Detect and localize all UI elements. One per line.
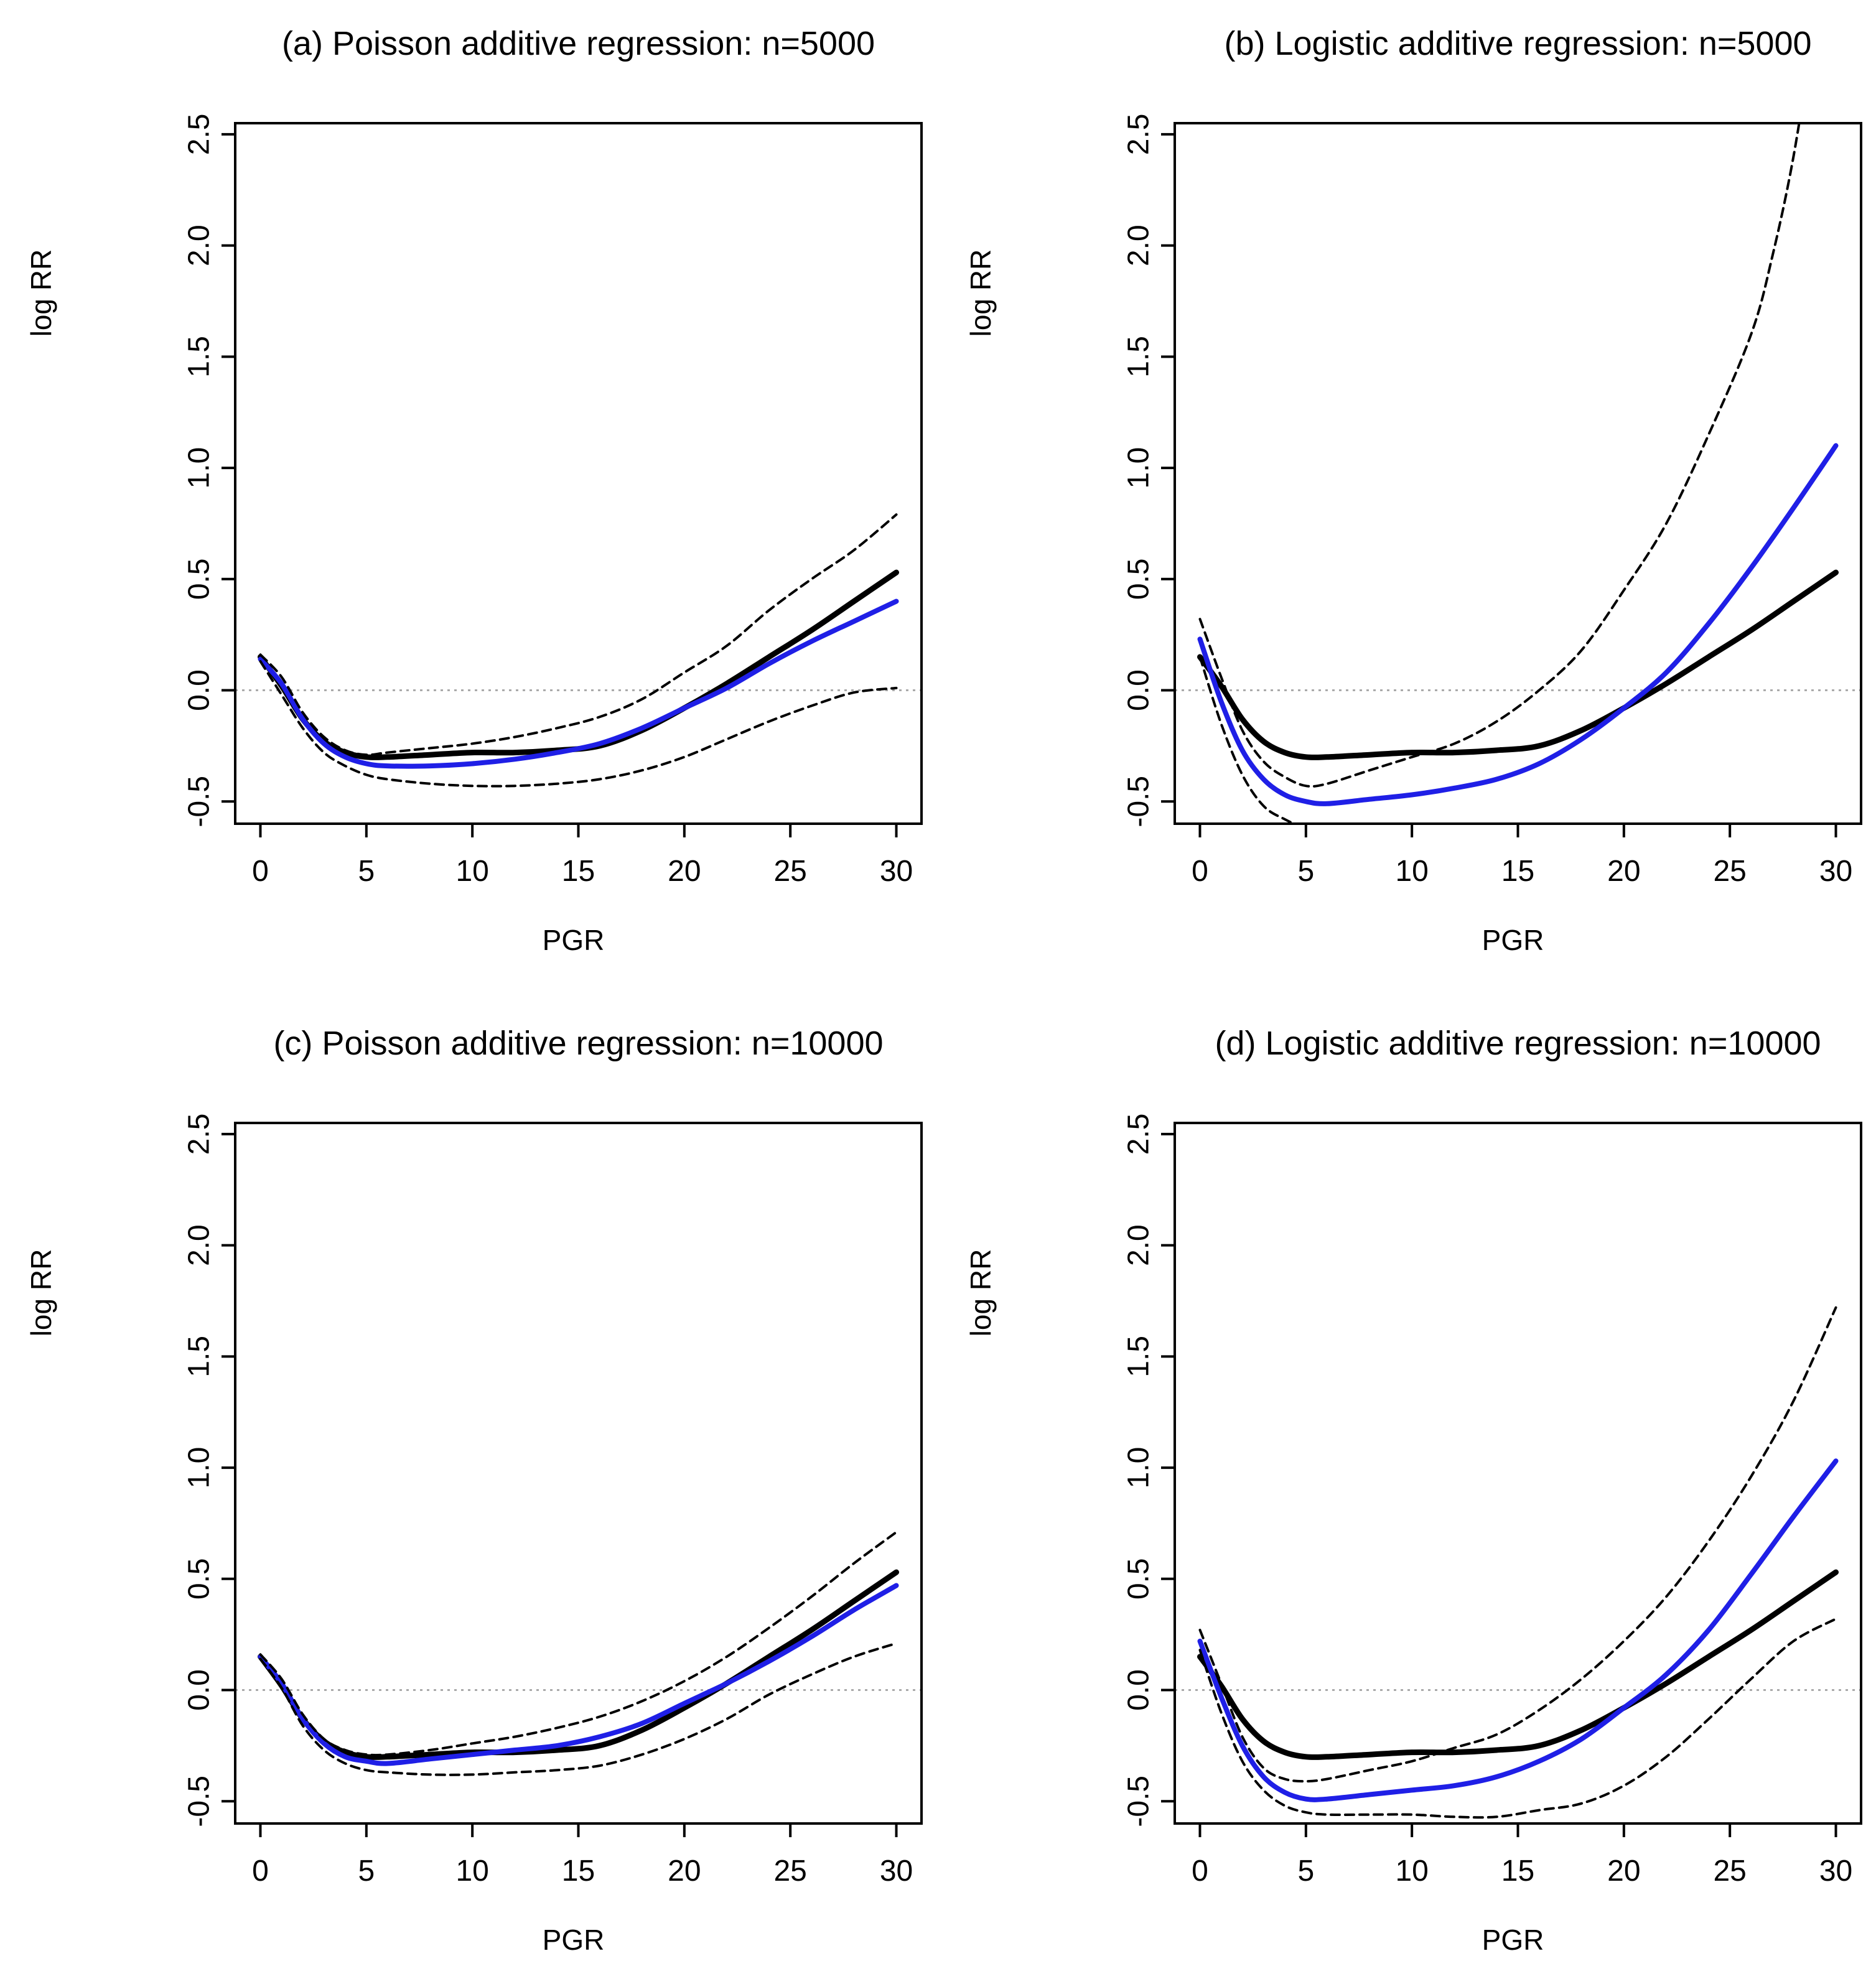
y-tick-label: 0.5 — [1122, 1558, 1155, 1600]
y-tick-label: 0.5 — [183, 1558, 216, 1600]
y-axis-title: log RR — [25, 249, 57, 337]
x-axis-title: PGR — [1482, 924, 1544, 956]
plot-frame — [1174, 1122, 1862, 1825]
series-estimate — [1197, 1458, 1839, 1802]
y-tick-label: -0.5 — [1122, 776, 1155, 827]
x-tick-label: 0 — [252, 855, 269, 888]
x-tick-label: 10 — [1395, 1855, 1428, 1888]
y-axis-title: log RR — [964, 1249, 997, 1337]
panel-b: (b) Logistic additive regression: n=5000… — [964, 25, 1862, 956]
series-upper-band — [259, 513, 898, 757]
series-estimate — [258, 598, 899, 769]
y-tick-label: 2.5 — [183, 1114, 216, 1155]
y-tick-label: 2.0 — [1122, 225, 1155, 266]
y-tick-label: -0.5 — [183, 1776, 216, 1827]
x-tick-label: 20 — [1607, 1855, 1640, 1888]
x-tick-label: 10 — [1395, 855, 1428, 888]
x-axis-title: PGR — [543, 924, 605, 956]
x-axis-title: PGR — [1482, 1924, 1544, 1956]
y-axis-title: log RR — [25, 1249, 57, 1337]
x-tick-label: 30 — [1819, 1855, 1852, 1888]
y-tick-label: 0.0 — [1122, 669, 1155, 711]
series-lower-band — [259, 1642, 898, 1776]
y-tick-label: 1.0 — [183, 1447, 216, 1489]
y-tick-label: 1.5 — [1122, 1336, 1155, 1377]
y-tick-label: 0.0 — [183, 1669, 216, 1711]
y-tick-label: -0.5 — [1122, 1776, 1155, 1827]
y-tick-label: 1.0 — [183, 447, 216, 489]
panel-title-c: (c) Poisson additive regression: n=10000 — [273, 1025, 883, 1062]
y-tick-label: 1.0 — [1122, 1447, 1155, 1489]
x-tick-label: 25 — [773, 855, 806, 888]
series-upper-band — [259, 1530, 898, 1757]
y-tick-label: 2.0 — [183, 225, 216, 266]
x-tick-label: 0 — [252, 1855, 269, 1888]
series-true — [1197, 1569, 1839, 1760]
x-tick-label: 25 — [773, 1855, 806, 1888]
x-tick-label: 25 — [1713, 855, 1746, 888]
panel-a: (a) Poisson additive regression: n=5000 0… — [25, 25, 923, 956]
x-tick-label: 20 — [668, 1855, 701, 1888]
panel-title-d: (d) Logistic additive regression: n=1000… — [1215, 1025, 1821, 1062]
series-lower-band — [1198, 655, 1297, 824]
y-axis-title: log RR — [964, 249, 997, 337]
panel-title-a: (a) Poisson additive regression: n=5000 — [282, 25, 875, 62]
x-tick-label: 15 — [1501, 855, 1534, 888]
panel-d: (d) Logistic additive regression: n=1000… — [964, 1025, 1862, 1956]
x-tick-label: 30 — [880, 1855, 913, 1888]
x-tick-label: 0 — [1192, 1855, 1208, 1888]
x-tick-label: 30 — [1819, 855, 1852, 888]
y-tick-label: 2.5 — [1122, 114, 1155, 156]
y-tick-label: 2.5 — [1122, 1114, 1155, 1155]
series-lower-band — [259, 660, 898, 788]
x-tick-label: 5 — [1297, 855, 1314, 888]
x-tick-label: 15 — [1501, 1855, 1534, 1888]
x-tick-label: 0 — [1192, 855, 1208, 888]
series-true — [258, 1569, 899, 1760]
series-estimate — [258, 1583, 899, 1766]
x-tick-label: 25 — [1713, 1855, 1746, 1888]
panel-c: (c) Poisson additive regression: n=10000… — [25, 1025, 923, 1956]
x-tick-label: 20 — [668, 855, 701, 888]
series-upper-band — [1198, 123, 1801, 788]
y-tick-label: 1.5 — [1122, 336, 1155, 378]
panel-title-b: (b) Logistic additive regression: n=5000 — [1224, 25, 1811, 62]
x-tick-label: 5 — [1297, 1855, 1314, 1888]
plot-frame — [234, 122, 923, 825]
series-lower-band — [1198, 1618, 1837, 1819]
x-tick-label: 10 — [455, 1855, 488, 1888]
x-tick-label: 10 — [455, 855, 488, 888]
series-upper-band — [1198, 1306, 1837, 1783]
x-tick-label: 20 — [1607, 855, 1640, 888]
plot-frame — [234, 1122, 923, 1825]
y-tick-label: 2.0 — [183, 1224, 216, 1266]
x-tick-label: 5 — [358, 855, 375, 888]
y-tick-label: 0.5 — [183, 558, 216, 600]
x-axis-title: PGR — [543, 1924, 605, 1956]
y-tick-label: 2.5 — [183, 114, 216, 156]
x-tick-label: 5 — [358, 1855, 375, 1888]
y-tick-label: 0.5 — [1122, 558, 1155, 600]
series-estimate — [1197, 443, 1839, 806]
series-true — [1197, 569, 1839, 760]
x-tick-label: 15 — [562, 855, 595, 888]
y-tick-label: 0.0 — [183, 669, 216, 711]
x-tick-label: 15 — [562, 1855, 595, 1888]
series-true — [258, 569, 899, 760]
y-tick-label: -0.5 — [183, 776, 216, 827]
y-tick-label: 1.5 — [183, 336, 216, 378]
y-tick-label: 1.0 — [1122, 447, 1155, 489]
y-tick-label: 1.5 — [183, 1336, 216, 1377]
plot-frame — [1174, 122, 1862, 825]
y-tick-label: 0.0 — [1122, 1669, 1155, 1711]
x-tick-label: 30 — [880, 855, 913, 888]
y-tick-label: 2.0 — [1122, 1224, 1155, 1266]
